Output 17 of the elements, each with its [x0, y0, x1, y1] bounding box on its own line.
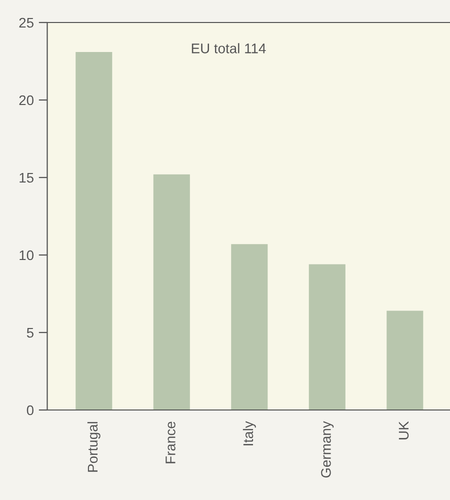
x-tick-label: France: [166, 422, 176, 464]
x-tick-label: UK: [398, 421, 409, 440]
x-tick-label: Portugal: [87, 422, 100, 472]
x-tick-label: Italy: [242, 421, 256, 446]
annotation: EU total 114: [192, 43, 266, 54]
y-tick-label: 5: [26, 328, 34, 338]
y-tick-label: 25: [19, 18, 34, 28]
y-tick-label: 15: [20, 172, 34, 183]
bar: [386, 310, 424, 410]
y-tick-label: 20: [19, 95, 34, 106]
x-tick-label: Germany: [321, 421, 334, 478]
y-tick-label: 10: [20, 250, 34, 260]
bar: [231, 244, 268, 410]
bar: [76, 52, 112, 410]
bar: [308, 264, 346, 410]
y-tick-label: 0: [26, 405, 34, 416]
bar: [153, 174, 190, 410]
